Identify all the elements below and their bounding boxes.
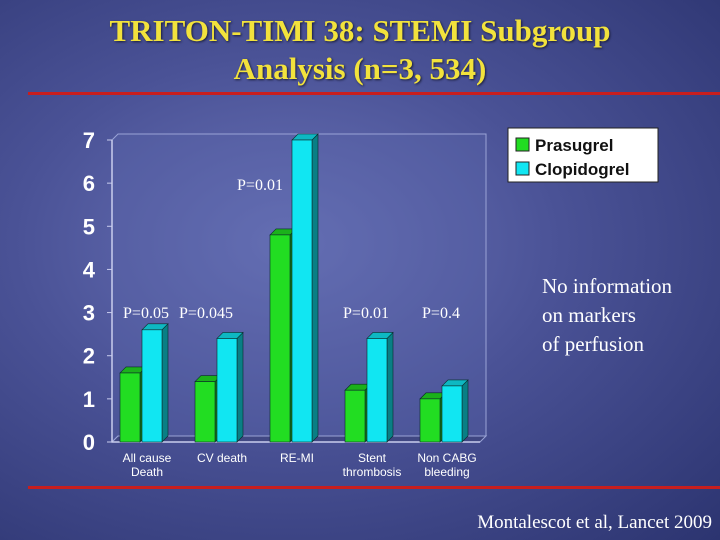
bar-clopidogrel bbox=[441, 385, 463, 443]
y-tick-label: 7 bbox=[83, 128, 95, 153]
x-category-label: thrombosis bbox=[343, 465, 402, 479]
footer-divider bbox=[28, 486, 720, 489]
p-value-annotation: P=0.05 bbox=[123, 305, 169, 322]
y-tick-label: 1 bbox=[83, 387, 95, 412]
p-value-annotation: P=0.01 bbox=[237, 177, 283, 194]
p-value-annotation: P=0.045 bbox=[179, 305, 233, 322]
legend-label: Clopidogrel bbox=[535, 160, 629, 179]
x-category-label: Stent bbox=[358, 451, 387, 465]
y-tick-label: 3 bbox=[83, 301, 95, 326]
bar-side bbox=[311, 133, 319, 443]
bar-side bbox=[161, 323, 169, 443]
legend-swatch bbox=[515, 161, 530, 176]
bar-side bbox=[386, 331, 394, 443]
bar-prasugrel bbox=[344, 389, 366, 443]
x-category-label: CV death bbox=[197, 451, 247, 465]
legend-box bbox=[507, 127, 659, 183]
bar-prasugrel bbox=[419, 398, 441, 443]
legend-swatch bbox=[515, 137, 530, 152]
chart-title: TRITON-TIMI 38: STEMI Subgroup Analysis … bbox=[0, 12, 720, 88]
bar-prasugrel bbox=[194, 381, 216, 443]
bar-clopidogrel bbox=[216, 338, 238, 443]
p-value-annotation: P=0.01 bbox=[343, 305, 389, 322]
y-tick-label: 5 bbox=[83, 214, 95, 239]
x-category-label: RE-MI bbox=[280, 451, 314, 465]
citation: Montalescot et al, Lancet 2009 bbox=[477, 512, 712, 533]
p-value-annotation: P=0.4 bbox=[422, 305, 460, 322]
bar-prasugrel bbox=[119, 372, 141, 443]
side-note: No information on markers of perfusion bbox=[542, 272, 712, 359]
side-note-line2: on markers bbox=[542, 303, 636, 327]
bar-side bbox=[236, 331, 244, 443]
x-category-label: Death bbox=[131, 465, 163, 479]
x-category-label: Non CABG bbox=[417, 451, 476, 465]
y-tick-label: 6 bbox=[83, 171, 95, 196]
bar-side bbox=[461, 379, 469, 443]
chart-title-line2: Analysis (n=3, 534) bbox=[233, 51, 487, 86]
y-tick-label: 0 bbox=[83, 430, 95, 455]
title-divider bbox=[28, 92, 720, 95]
y-tick-label: 4 bbox=[83, 257, 96, 282]
y-tick-label: 2 bbox=[83, 344, 95, 369]
legend-label: Prasugrel bbox=[535, 136, 613, 155]
side-note-line3: of perfusion bbox=[542, 332, 645, 356]
side-note-line1: No information bbox=[542, 274, 673, 298]
x-category-label: bleeding bbox=[424, 465, 469, 479]
x-category-label: All cause bbox=[123, 451, 172, 465]
bar-clopidogrel bbox=[141, 329, 163, 443]
bar-clopidogrel bbox=[291, 139, 313, 443]
bar-prasugrel bbox=[269, 234, 291, 443]
chart-title-line1: TRITON-TIMI 38: STEMI Subgroup bbox=[109, 13, 611, 48]
bar-clopidogrel bbox=[366, 338, 388, 443]
